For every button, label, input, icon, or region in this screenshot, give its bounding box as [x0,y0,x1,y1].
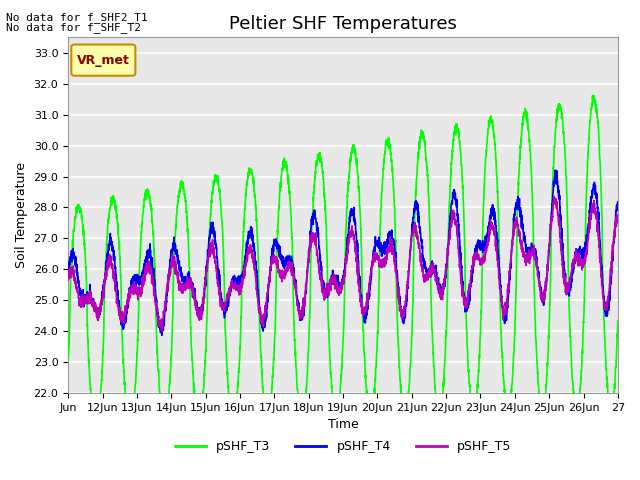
Line: pSHF_T5: pSHF_T5 [68,196,618,331]
pSHF_T5 [160,311,168,317]
pSHF_T3 [275,204,283,210]
pSHF_T4 [614,199,621,204]
Legend: pSHF_T3, pSHF_T4, pSHF_T5: pSHF_T3, pSHF_T4, pSHF_T5 [170,435,516,458]
pSHF_T4 [64,263,72,269]
pSHF_T4 [160,319,168,324]
pSHF_T3 [544,354,552,360]
pSHF_T5 [275,270,283,276]
pSHF_T3 [589,93,596,98]
pSHF_T4 [604,312,611,317]
pSHF_T4 [158,333,166,338]
Line: pSHF_T3: pSHF_T3 [68,96,618,429]
pSHF_T5 [158,328,166,334]
pSHF_T5 [550,193,557,199]
pSHF_T5 [64,269,72,275]
pSHF_T3 [64,356,72,362]
pSHF_T4 [275,242,283,248]
pSHF_T3 [604,380,611,386]
pSHF_T4 [544,264,552,269]
pSHF_T5 [544,261,552,266]
pSHF_T4 [127,284,134,290]
Title: Peltier SHF Temperatures: Peltier SHF Temperatures [229,15,457,33]
Text: VR_met: VR_met [77,54,130,67]
pSHF_T3 [614,318,621,324]
Text: No data for f_SHF2_T1: No data for f_SHF2_T1 [6,12,148,23]
Line: pSHF_T4: pSHF_T4 [68,170,618,336]
pSHF_T3 [160,420,168,426]
Y-axis label: Soil Temperature: Soil Temperature [15,162,28,268]
pSHF_T5 [299,306,307,312]
pSHF_T5 [127,288,134,294]
pSHF_T3 [125,426,133,432]
pSHF_T5 [604,303,611,309]
pSHF_T4 [299,308,307,313]
pSHF_T4 [551,168,559,173]
Text: No data for f_SHF_T2: No data for f_SHF_T2 [6,22,141,33]
pSHF_T5 [614,214,621,220]
X-axis label: Time: Time [328,419,358,432]
pSHF_T3 [299,414,307,420]
pSHF_T3 [127,421,135,427]
